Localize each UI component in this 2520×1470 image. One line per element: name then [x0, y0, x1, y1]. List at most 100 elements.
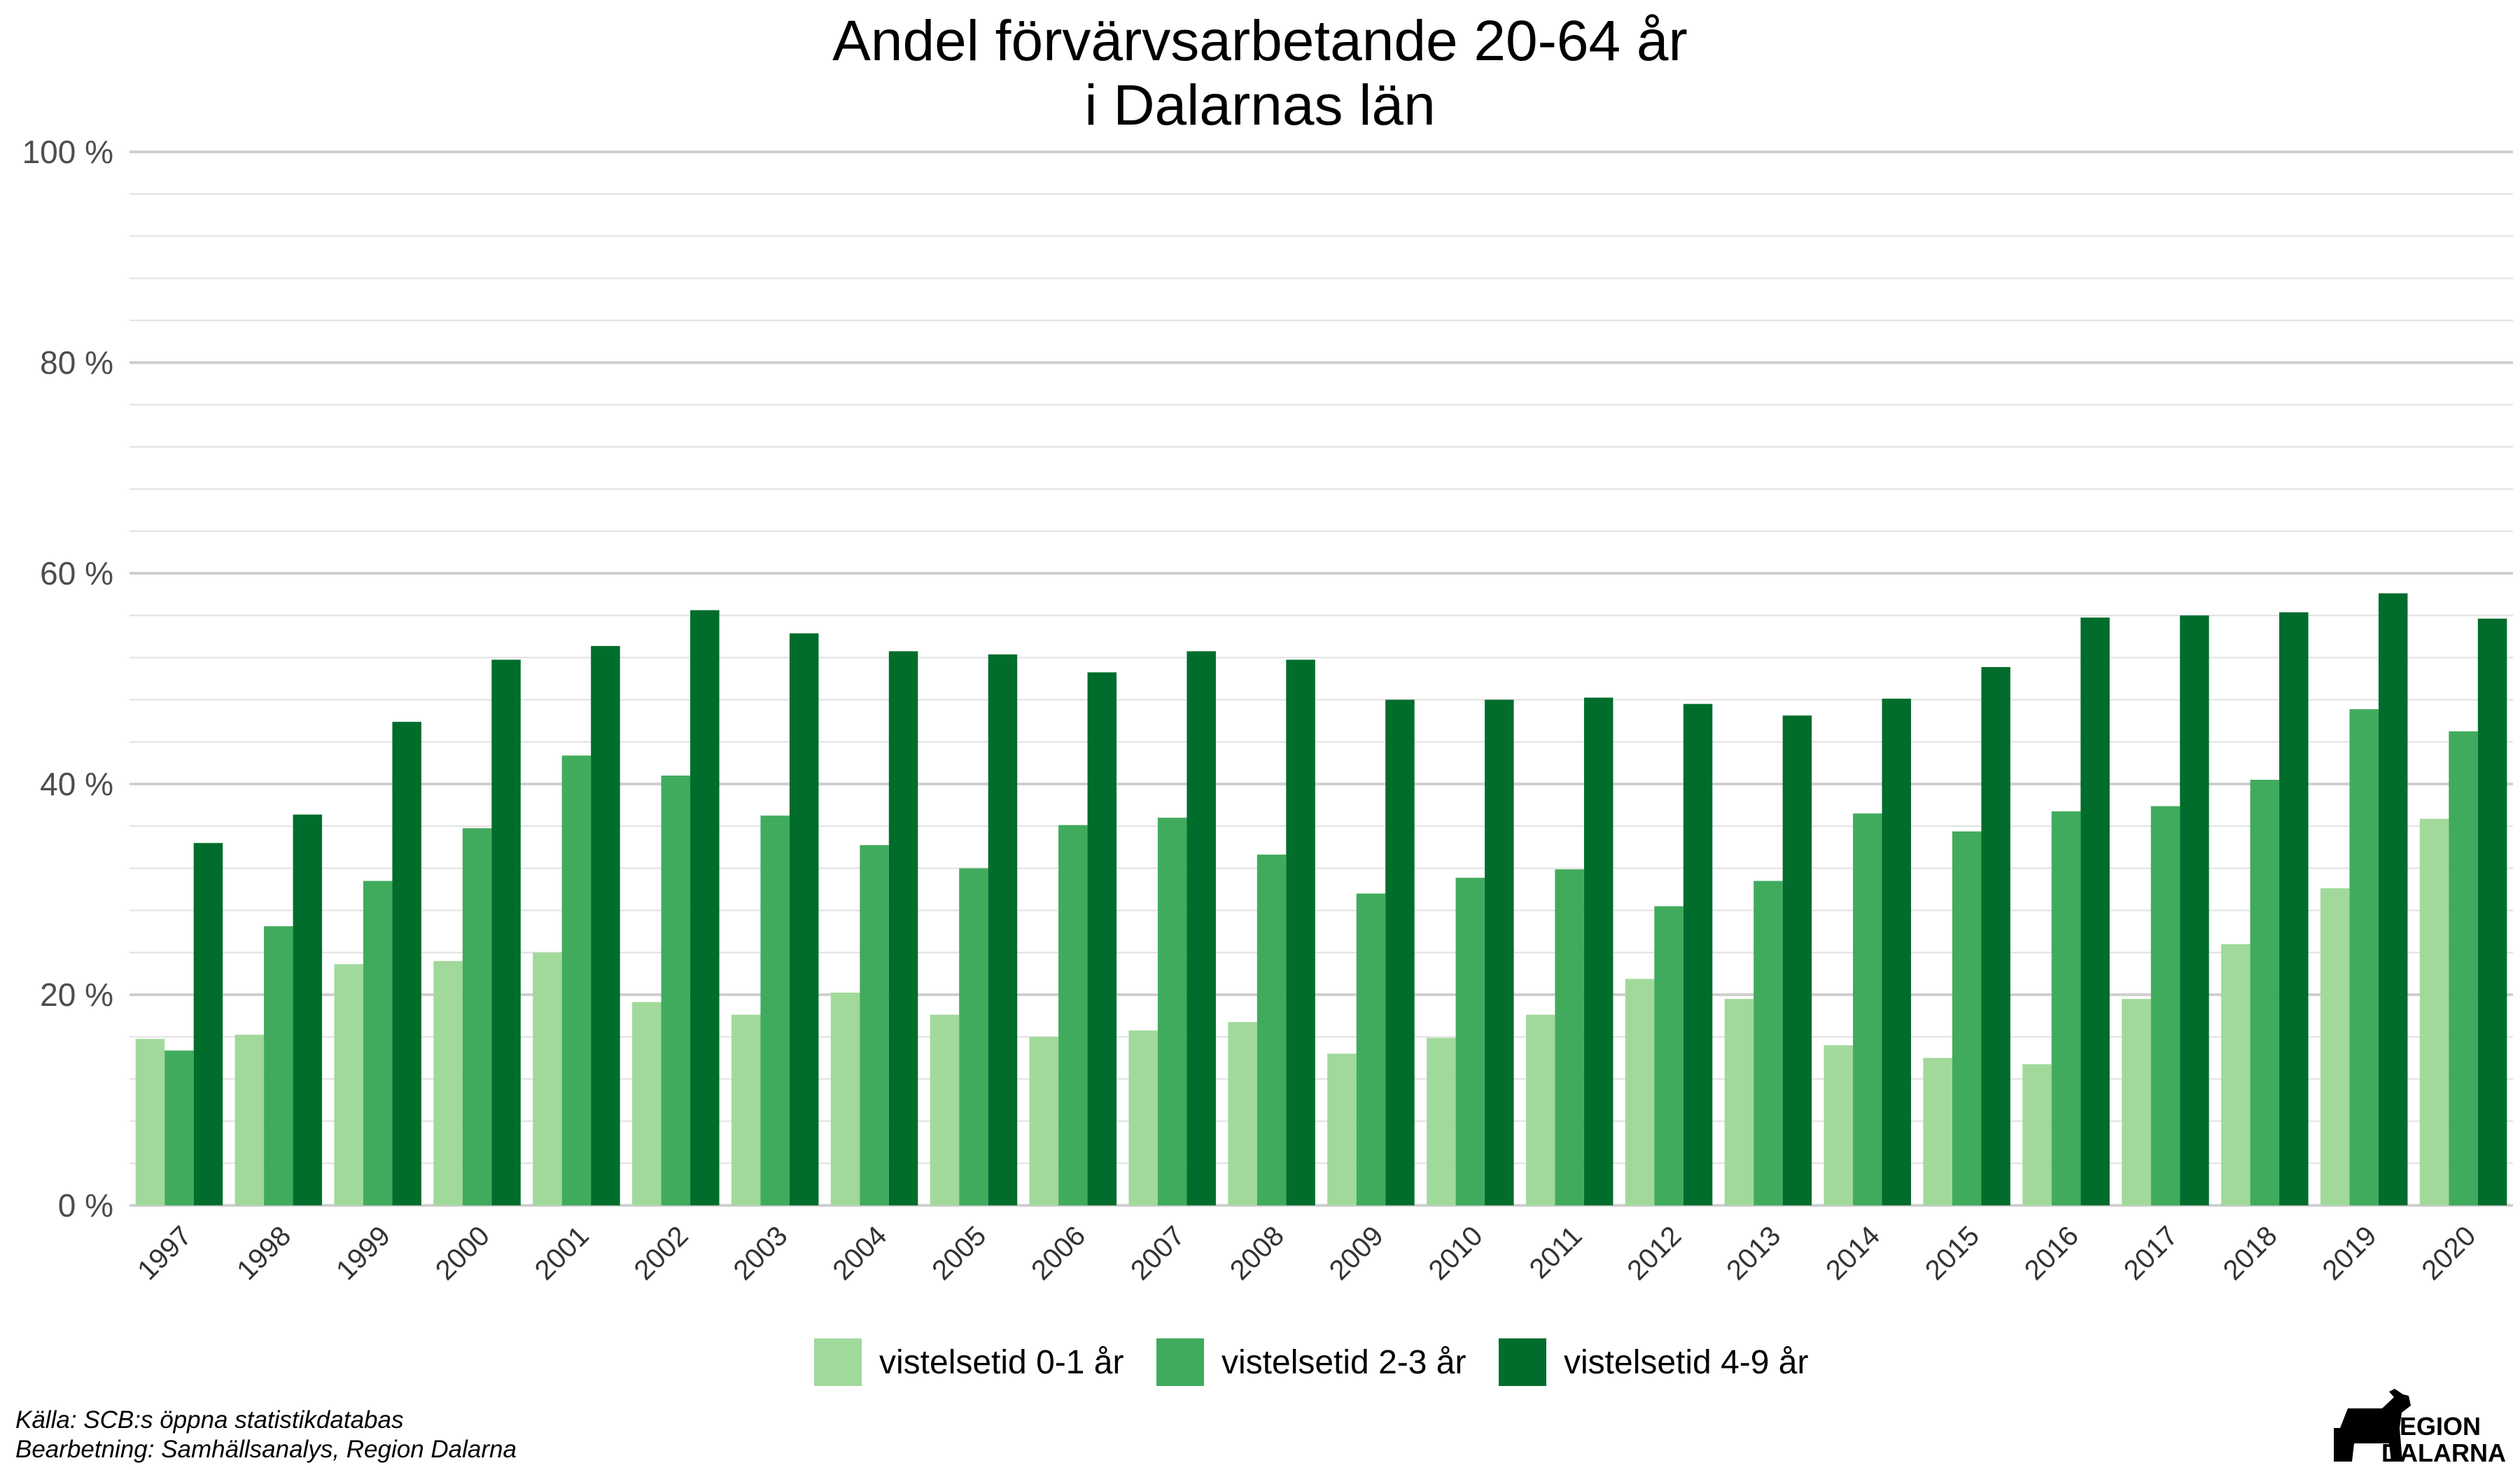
- chart-title-line-1: Andel förvärvsarbetande 20-64 år: [832, 9, 1688, 73]
- x-tick-label: 2013: [1721, 1220, 1786, 1286]
- x-tick-label: 2020: [2416, 1220, 2482, 1286]
- legend-label: vistelsetid 0-1 år: [879, 1344, 1124, 1381]
- bar-2018-series-3: [2279, 612, 2309, 1205]
- bar-2000-series-3: [491, 659, 521, 1205]
- bar-2001-series-1: [533, 952, 562, 1205]
- x-tick-label: 2011: [1524, 1220, 1588, 1284]
- bar-2007-series-2: [1157, 818, 1187, 1205]
- y-tick-label: 40 %: [40, 766, 113, 802]
- bar-2013-series-3: [1782, 715, 1812, 1205]
- bar-2011-series-3: [1583, 697, 1614, 1205]
- bar-2005-series-3: [988, 654, 1018, 1205]
- x-tick-label: 2014: [1820, 1220, 1886, 1286]
- legend-swatch: [1156, 1338, 1204, 1386]
- bar-1999-series-1: [334, 964, 363, 1205]
- legend-label: vistelsetid 2-3 år: [1222, 1344, 1466, 1381]
- bar-2017-series-3: [2180, 615, 2209, 1205]
- bar-2014-series-2: [1853, 813, 1882, 1205]
- x-tick-label: 2007: [1125, 1220, 1191, 1286]
- bar-2006-series-3: [1087, 672, 1117, 1205]
- bar-2005-series-1: [930, 1014, 960, 1205]
- bar-2004-series-2: [860, 845, 889, 1205]
- dala-horse-icon: [2334, 1389, 2411, 1462]
- chart-title: Andel förvärvsarbetande 20-64 år i Dalar…: [832, 9, 1688, 137]
- bar-2009-series-2: [1356, 893, 1386, 1205]
- bar-2018-series-2: [2250, 779, 2280, 1205]
- x-tick-label: 2018: [2218, 1220, 2283, 1286]
- x-tick-label: 2000: [430, 1220, 496, 1286]
- bar-2017-series-2: [2150, 806, 2180, 1205]
- y-tick-label: 0 %: [58, 1187, 113, 1224]
- bar-2010-series-2: [1455, 877, 1485, 1205]
- x-tick-label: 2012: [1621, 1220, 1687, 1286]
- bar-2009-series-1: [1327, 1054, 1357, 1205]
- legend: vistelsetid 0-1 år vistelsetid 2-3 år vist…: [814, 1338, 1808, 1386]
- y-axis: 0 % 20 % 40 % 60 % 80 % 100 %: [22, 134, 113, 1224]
- bar-2014-series-3: [1882, 699, 1912, 1205]
- bar-2005-series-2: [959, 868, 988, 1205]
- x-axis: 1997 1998 1999 2000 2001 2002 2003 2004 2005 2006…: [132, 1220, 2482, 1286]
- y-tick-label: 60 %: [40, 555, 113, 592]
- x-tick-label: 1999: [330, 1220, 396, 1286]
- x-tick-label: 2017: [2118, 1220, 2184, 1286]
- bar-2019-series-3: [2378, 593, 2408, 1205]
- bar-2016-series-2: [2051, 811, 2081, 1205]
- bar-2016-series-3: [2080, 617, 2110, 1205]
- x-tick-label: 2006: [1026, 1220, 1091, 1286]
- bar-2001-series-2: [561, 755, 592, 1205]
- bar-2002-series-2: [661, 775, 691, 1205]
- bar-1998-series-1: [234, 1035, 265, 1205]
- bar-2006-series-1: [1029, 1037, 1059, 1205]
- bar-2004-series-3: [888, 651, 918, 1205]
- bar-1997-series-1: [135, 1039, 165, 1205]
- bar-2006-series-2: [1058, 825, 1088, 1205]
- bar-2018-series-1: [2221, 944, 2250, 1205]
- x-tick-label: 2009: [1324, 1220, 1390, 1286]
- bar-2011-series-1: [1525, 1014, 1555, 1205]
- x-tick-label: 2019: [2317, 1220, 2383, 1286]
- legend-swatch: [1499, 1338, 1546, 1386]
- bar-2003-series-2: [760, 816, 790, 1205]
- bar-2015-series-1: [1923, 1058, 1952, 1205]
- bar-2013-series-1: [1724, 999, 1754, 1205]
- bar-2012-series-3: [1683, 704, 1713, 1205]
- bar-2007-series-1: [1128, 1030, 1158, 1205]
- bar-2009-series-3: [1385, 699, 1415, 1205]
- bar-2000-series-2: [462, 828, 492, 1205]
- x-tick-label: 2010: [1423, 1220, 1489, 1286]
- bar-2019-series-2: [2349, 709, 2379, 1205]
- bar-2012-series-1: [1625, 979, 1655, 1205]
- bar-1998-series-2: [264, 926, 293, 1205]
- legend-swatch: [814, 1338, 862, 1386]
- bar-2013-series-2: [1754, 881, 1783, 1205]
- bar-2008-series-1: [1228, 1022, 1257, 1205]
- bar-2007-series-3: [1186, 651, 1216, 1205]
- logo-text-region: REGION: [2381, 1412, 2481, 1441]
- y-tick-label: 20 %: [40, 976, 113, 1013]
- caption: Källa: SCB:s öppna statistikdatabas Bear…: [15, 1406, 517, 1463]
- processing-caption: Bearbetning: Samhällsanalys, Region Dala…: [15, 1436, 517, 1463]
- bar-2010-series-1: [1427, 1037, 1456, 1205]
- bar-2020-series-2: [2449, 731, 2478, 1205]
- bar-1998-series-3: [293, 814, 323, 1205]
- bar-2004-series-1: [830, 992, 860, 1205]
- bar-2015-series-2: [1952, 831, 1982, 1205]
- bar-1999-series-2: [363, 881, 393, 1205]
- bar-2011-series-2: [1555, 869, 1584, 1205]
- x-tick-label: 2016: [2019, 1220, 2085, 1286]
- x-tick-label: 2002: [629, 1220, 694, 1286]
- bar-1997-series-3: [193, 843, 223, 1205]
- source-caption: Källa: SCB:s öppna statistikdatabas: [15, 1406, 403, 1434]
- bar-2002-series-1: [632, 1002, 662, 1205]
- bar-2008-series-2: [1256, 854, 1287, 1205]
- bar-2002-series-3: [690, 610, 720, 1205]
- bar-2016-series-1: [2022, 1064, 2052, 1205]
- bar-2014-series-1: [1823, 1045, 1854, 1205]
- bar-2020-series-3: [2477, 618, 2507, 1205]
- x-tick-label: 2008: [1224, 1220, 1290, 1286]
- x-tick-label: 2005: [926, 1220, 992, 1286]
- bar-2012-series-2: [1654, 906, 1684, 1205]
- x-tick-label: 1998: [231, 1220, 297, 1286]
- region-dalarna-logo: REGION DALARNA: [2334, 1389, 2506, 1467]
